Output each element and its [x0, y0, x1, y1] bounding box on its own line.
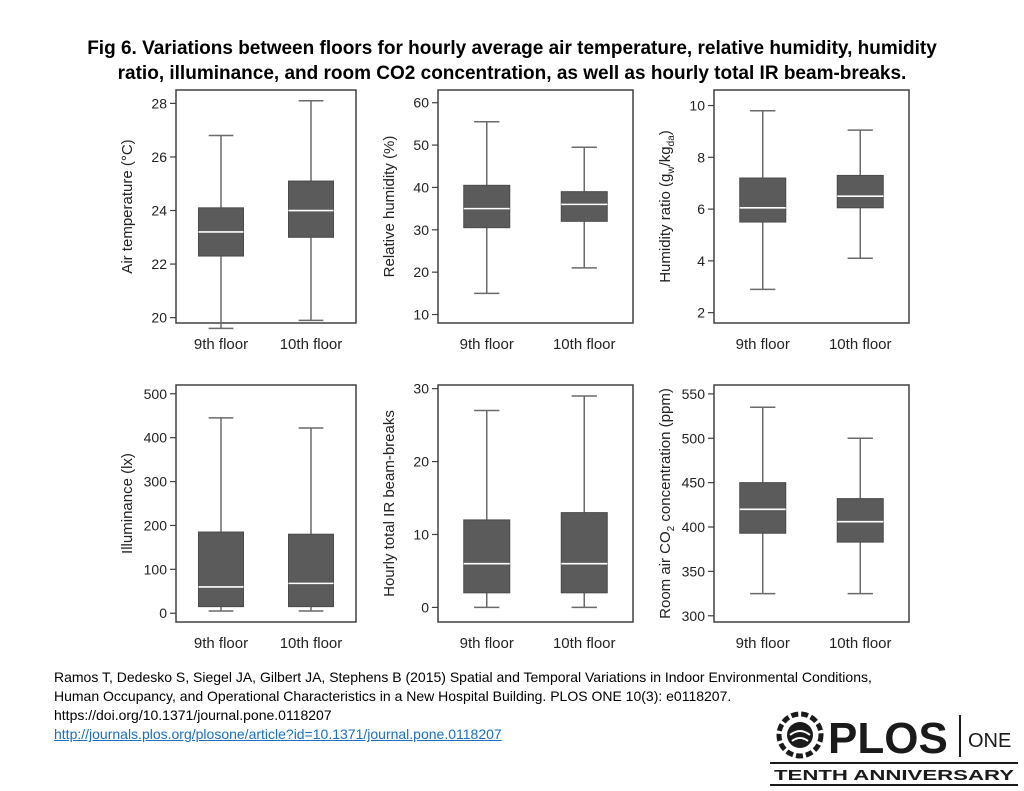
y-tick-label: 30 — [413, 222, 429, 238]
x-category-label: 10th floor — [829, 336, 892, 353]
y-tick-label: 550 — [682, 386, 706, 402]
y-axis-label: Air temperature (°C) — [119, 139, 136, 273]
article-link[interactable]: http://journals.plos.org/plosone/article… — [54, 726, 502, 742]
y-tick-label: 28 — [151, 95, 167, 111]
y-tick-label: 350 — [682, 563, 706, 579]
y-axis-label: Illuminance (lx) — [119, 453, 136, 554]
y-tick-label: 8 — [697, 149, 705, 165]
x-category-label: 10th floor — [280, 336, 343, 353]
figure-title-line1: Fig 6. Variations between floors for hou… — [87, 38, 937, 59]
plos-logo: PLOS ONE TENTH ANNIVERSARY — [770, 711, 1018, 786]
y-tick-label: 20 — [413, 264, 429, 280]
one-wordmark: ONE — [968, 730, 1011, 752]
y-tick-label: 2 — [697, 305, 705, 321]
box-iqr — [560, 512, 608, 594]
y-tick-label: 50 — [413, 137, 429, 153]
y-tick-label: 300 — [144, 474, 168, 490]
box-iqr — [739, 177, 787, 223]
plot-frame — [175, 384, 357, 623]
y-tick-label: 0 — [159, 605, 167, 621]
x-category-label: 9th floor — [194, 635, 248, 652]
globe-icon — [776, 711, 824, 759]
y-tick-label: 6 — [697, 201, 705, 217]
citation-line1: Ramos T, Dedesko S, Siegel JA, Gilbert J… — [54, 669, 872, 685]
plos-wordmark: PLOS — [828, 714, 948, 763]
y-tick-label: 60 — [413, 95, 429, 111]
x-category-label: 10th floor — [829, 635, 892, 652]
x-category-label: 9th floor — [460, 635, 514, 652]
box-iqr — [560, 191, 608, 222]
y-tick-label: 100 — [144, 561, 168, 577]
y-tick-label: 20 — [413, 454, 429, 470]
y-axis-label: Humidity ratio (gw/kgda) — [657, 130, 677, 283]
x-category-label: 9th floor — [736, 635, 790, 652]
x-category-label: 10th floor — [553, 336, 616, 353]
x-category-label: 9th floor — [736, 336, 790, 353]
box-iqr — [288, 180, 334, 238]
y-tick-label: 400 — [144, 430, 168, 446]
y-tick-label: 400 — [682, 519, 706, 535]
y-tick-label: 10 — [689, 98, 705, 114]
y-tick-label: 500 — [682, 430, 706, 446]
box-iqr — [463, 184, 511, 229]
y-tick-label: 10 — [413, 307, 429, 323]
y-tick-label: 22 — [151, 256, 167, 272]
citation-line2: Human Occupancy, and Operational Charact… — [54, 688, 732, 704]
box-iqr — [836, 498, 884, 543]
citation: Ramos T, Dedesko S, Siegel JA, Gilbert J… — [54, 668, 872, 744]
y-tick-label: 500 — [144, 386, 168, 402]
box-iqr — [739, 482, 787, 534]
anniversary-tagline: TENTH ANNIVERSARY — [774, 767, 1014, 784]
plot-frame — [437, 89, 634, 324]
plot-frame — [713, 89, 910, 324]
y-tick-label: 24 — [151, 203, 167, 219]
figure-title-line2: ratio, illuminance, and room CO2 concent… — [117, 63, 907, 84]
y-tick-label: 30 — [413, 381, 429, 397]
y-axis-label: Room air CO2 concentration (ppm) — [657, 388, 677, 619]
y-tick-label: 10 — [413, 526, 429, 542]
y-tick-label: 0 — [421, 599, 429, 615]
x-category-label: 10th floor — [280, 635, 343, 652]
box-iqr — [463, 519, 511, 594]
y-tick-label: 4 — [697, 253, 705, 269]
y-tick-label: 26 — [151, 149, 167, 165]
plot-frame — [437, 384, 634, 623]
box-iqr — [836, 174, 884, 209]
x-category-label: 9th floor — [194, 336, 248, 353]
figure-title: Fig 6. Variations between floors for hou… — [20, 36, 1004, 86]
x-category-label: 10th floor — [553, 635, 616, 652]
y-tick-label: 450 — [682, 475, 706, 491]
box-iqr — [288, 533, 334, 608]
y-axis-label: Hourly total IR beam-breaks — [381, 410, 398, 597]
y-tick-label: 300 — [682, 608, 706, 624]
plot-frame — [175, 89, 357, 324]
y-tick-label: 20 — [151, 310, 167, 326]
plot-frame — [713, 384, 910, 623]
x-category-label: 9th floor — [460, 336, 514, 353]
box-iqr — [198, 531, 244, 608]
citation-doi: https://doi.org/10.1371/journal.pone.011… — [54, 707, 332, 723]
y-tick-label: 200 — [144, 517, 168, 533]
y-tick-label: 40 — [413, 179, 429, 195]
y-axis-label: Relative humidity (%) — [381, 136, 398, 278]
